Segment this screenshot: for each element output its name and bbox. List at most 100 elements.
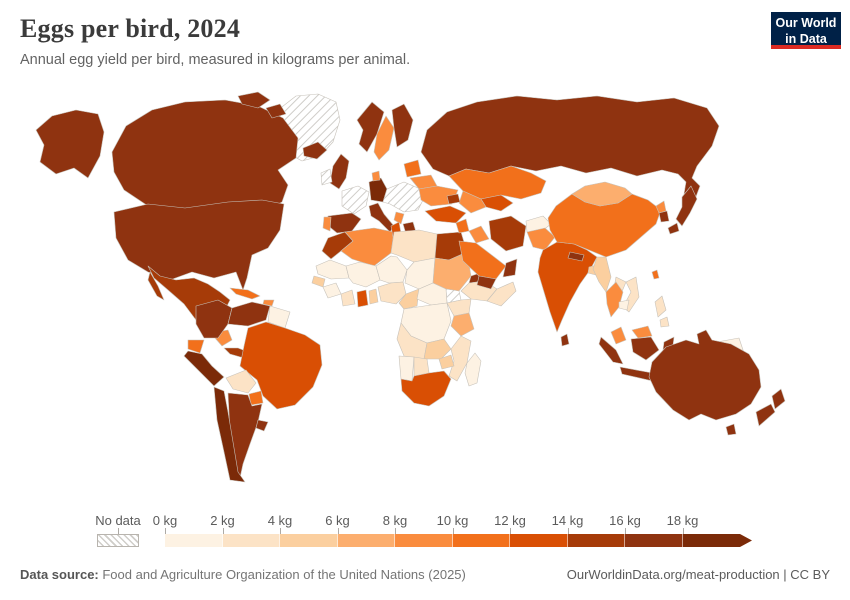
country-pakistan[interactable] — [526, 227, 556, 251]
country-indonesia-sumatra[interactable] — [598, 336, 624, 365]
country-france[interactable] — [341, 185, 370, 215]
legend-tick-label: 16 kg — [609, 513, 641, 528]
region-guinea[interactable] — [322, 282, 342, 299]
region-baltics[interactable] — [403, 159, 422, 178]
country-madagascar[interactable] — [464, 352, 482, 387]
data-source-text: Food and Agriculture Organization of the… — [98, 567, 466, 582]
country-myanmar[interactable] — [592, 256, 612, 293]
country-canada[interactable] — [111, 99, 299, 219]
country-cuba[interactable] — [229, 287, 261, 300]
country-cameroon[interactable] — [398, 288, 420, 310]
country-ireland[interactable] — [320, 168, 333, 186]
legend-bin-12–14 kg[interactable] — [510, 534, 568, 547]
country-chile[interactable] — [213, 386, 246, 483]
legend-bin-2–4 kg[interactable] — [222, 534, 280, 547]
country-japan[interactable] — [675, 185, 698, 227]
country-ivory-coast[interactable] — [340, 289, 356, 307]
country-south-africa[interactable] — [400, 370, 452, 407]
country-malaysia-borneo[interactable] — [631, 325, 653, 339]
legend-tick — [395, 528, 396, 534]
region-west-balkans[interactable] — [393, 211, 405, 225]
chart-subtitle: Annual egg yield per bird, measured in k… — [20, 52, 411, 68]
country-mauritania[interactable] — [315, 259, 350, 280]
legend-nodata-swatch[interactable] — [97, 534, 139, 547]
country-taiwan[interactable] — [651, 269, 660, 280]
country-senegal[interactable] — [311, 275, 326, 288]
country-mexico-baja[interactable] — [147, 271, 165, 301]
country-mali[interactable] — [345, 261, 381, 288]
region-central-europe[interactable] — [382, 181, 425, 213]
country-spain[interactable] — [325, 212, 362, 234]
country-tanzania[interactable] — [450, 312, 475, 337]
legend-bin-0–2 kg[interactable] — [165, 534, 223, 547]
map-legend: No data 0 kg 2 kg 4 kg 6 kg 8 kg 10 kg 12 kg 14… — [0, 510, 850, 552]
legend-tick-label: 14 kg — [551, 513, 584, 528]
country-saudi-arabia[interactable] — [458, 240, 507, 280]
country-canada-islands[interactable] — [237, 91, 271, 109]
country-malaysia[interactable] — [610, 326, 627, 345]
country-finland[interactable] — [391, 103, 414, 148]
country-japan-south[interactable] — [667, 222, 680, 235]
country-mongolia[interactable] — [571, 181, 633, 207]
country-zimbabwe[interactable] — [438, 354, 455, 370]
legend-bin-4–6 kg[interactable] — [280, 534, 338, 547]
legend-bin-6–8 kg[interactable] — [337, 534, 395, 547]
legend-tick — [452, 528, 454, 534]
country-portugal[interactable] — [322, 216, 332, 232]
country-libya[interactable] — [390, 229, 438, 263]
country-denmark[interactable] — [371, 170, 381, 182]
legend-tick-label: 4 kg — [267, 513, 293, 528]
country-uk[interactable] — [329, 153, 350, 190]
legend-bin-8–10 kg[interactable] — [395, 534, 453, 547]
country-nepal[interactable] — [567, 251, 585, 262]
country-india[interactable] — [537, 241, 598, 333]
country-ghana[interactable] — [356, 289, 369, 308]
country-south-korea[interactable] — [658, 210, 670, 223]
country-ecuador[interactable] — [187, 339, 205, 354]
owid-logo[interactable]: Our World in Data — [771, 12, 841, 49]
legend-tick — [625, 528, 626, 534]
country-brazil[interactable] — [239, 321, 323, 410]
region-caucasus[interactable] — [446, 193, 461, 205]
country-new-zealand-south[interactable] — [755, 403, 776, 427]
country-iraq[interactable] — [468, 225, 490, 244]
country-australia[interactable] — [648, 329, 762, 421]
legend-bin-10–12 kg[interactable] — [452, 534, 510, 547]
country-indonesia-borneo[interactable] — [630, 336, 660, 361]
country-yemen[interactable] — [476, 275, 497, 290]
country-philippines[interactable] — [654, 295, 667, 318]
owid-url-link[interactable]: OurWorldinData.org/meat-production | CC … — [566, 567, 830, 582]
country-venezuela[interactable] — [227, 301, 271, 327]
country-usa[interactable] — [113, 199, 285, 291]
country-italy[interactable] — [368, 202, 395, 233]
country-iran[interactable] — [488, 215, 527, 252]
country-somalia[interactable] — [486, 281, 517, 307]
country-cambodia[interactable] — [618, 299, 630, 311]
legend-tick-label: 10 kg — [436, 513, 469, 528]
legend-bin-14–16 kg[interactable] — [567, 534, 625, 547]
country-sweden[interactable] — [373, 115, 395, 161]
country-new-zealand-north[interactable] — [771, 388, 786, 410]
country-turkey[interactable] — [424, 205, 467, 224]
country-peru[interactable] — [183, 350, 225, 387]
legend-nodata-label: No data — [95, 513, 141, 528]
country-namibia[interactable] — [398, 355, 415, 382]
region-togo-benin[interactable] — [368, 288, 379, 305]
country-canada-islands[interactable] — [265, 103, 287, 119]
country-sri-lanka[interactable] — [560, 333, 570, 347]
country-norway[interactable] — [356, 101, 385, 153]
country-uruguay[interactable] — [255, 419, 269, 432]
country-zambia[interactable] — [423, 338, 452, 360]
country-usa-alaska[interactable] — [35, 109, 105, 179]
country-colombia[interactable] — [195, 299, 233, 339]
region-uganda-kenya[interactable] — [446, 298, 472, 317]
legend-bin-16–18 kg[interactable] — [625, 534, 683, 547]
country-oman[interactable] — [502, 258, 518, 278]
country-bolivia[interactable] — [225, 369, 257, 394]
country-australia-tasmania[interactable] — [725, 423, 737, 436]
country-hispaniola[interactable] — [262, 299, 275, 307]
country-iceland[interactable] — [302, 141, 328, 160]
legend-bin-18+ kg[interactable] — [683, 534, 753, 547]
country-philippines-south[interactable] — [659, 316, 670, 328]
